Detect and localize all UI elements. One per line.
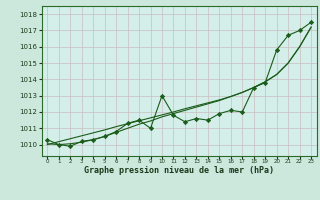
- X-axis label: Graphe pression niveau de la mer (hPa): Graphe pression niveau de la mer (hPa): [84, 166, 274, 175]
